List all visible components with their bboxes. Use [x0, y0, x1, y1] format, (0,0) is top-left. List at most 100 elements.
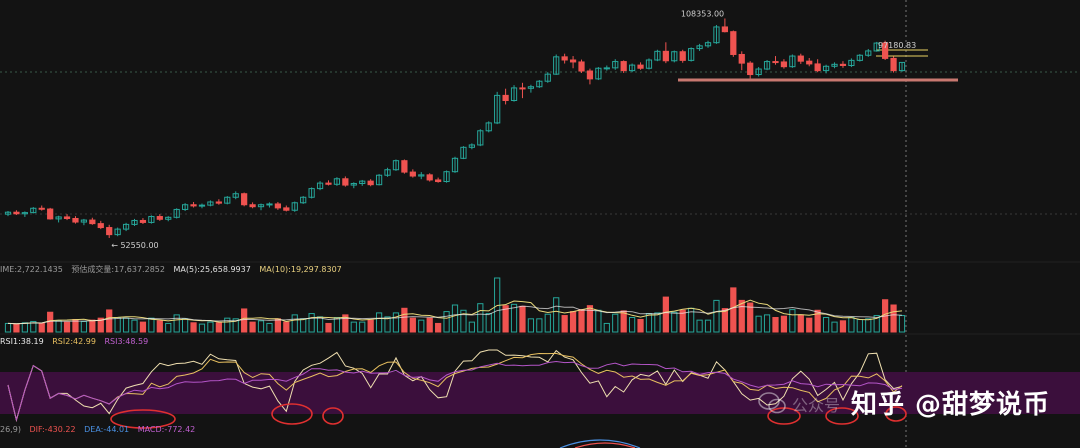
volume-legend: IME:2,722.1435 预估成交量:17,637.2852 MA(5):2… [0, 264, 348, 275]
candle-body [679, 51, 686, 61]
candle-body [814, 63, 821, 72]
volume-bar [713, 299, 720, 333]
volume-bar [822, 317, 830, 333]
candle-body [713, 26, 720, 44]
volume-bar [848, 317, 855, 333]
candle-body [882, 42, 889, 59]
candle-body [898, 61, 906, 72]
volume-bar [704, 319, 712, 333]
candle-body [856, 54, 863, 61]
volume-bar [215, 322, 222, 333]
volume-bar [763, 314, 771, 333]
volume-bar [519, 305, 526, 333]
candle-body [780, 61, 788, 68]
candle-body [241, 193, 248, 206]
volume-bar [418, 319, 425, 333]
volume-bar [190, 322, 197, 333]
volume-bar [333, 317, 341, 333]
volume-bar [696, 319, 703, 333]
candle-body [806, 60, 813, 65]
dea-label: DEA:-44.01 [84, 425, 130, 434]
macd-params: 26,9) [0, 425, 21, 434]
volume-avg: 预估成交量:17,637.2852 [71, 265, 165, 274]
candle-body [418, 174, 425, 177]
candle-body [106, 227, 113, 236]
candle-body [477, 130, 484, 146]
candle-body [283, 207, 290, 211]
volume-bar [207, 321, 214, 333]
volume-bar [375, 312, 383, 333]
candle-body [4, 211, 12, 215]
macd-label: MACD:-772.42 [137, 425, 196, 434]
candle-body [342, 178, 349, 186]
volume-bar [451, 304, 459, 333]
volume-bar [266, 322, 273, 333]
volume-bar [426, 317, 433, 333]
ma10-label: MA(10):19,297.8307 [259, 265, 342, 274]
macd-dif-line [574, 442, 636, 448]
volume-bar [4, 322, 12, 333]
volume-bar [89, 319, 96, 333]
volume-bar [569, 311, 577, 333]
volume-bar [730, 287, 737, 333]
candle-body [198, 204, 206, 207]
candle-body [730, 31, 737, 55]
low-label: ← 52550.00 [111, 241, 158, 250]
volume-bar [63, 321, 71, 333]
volume-bar [510, 303, 518, 333]
volume-bar [586, 305, 594, 333]
candle-body [300, 196, 307, 204]
volume-bar [392, 312, 400, 333]
candle-body [755, 68, 762, 76]
volume-bar [316, 316, 324, 333]
volume-bar [30, 320, 37, 333]
volume-bar [409, 317, 416, 333]
candle-body [494, 94, 501, 124]
volume-bar [241, 308, 248, 333]
candle-body [620, 61, 627, 72]
candle-body [207, 201, 214, 206]
candle-body [308, 188, 315, 198]
candle-body [72, 218, 79, 223]
volume-bar [156, 320, 163, 333]
volume-bar [612, 313, 619, 333]
volume-bar [856, 318, 863, 333]
candle-body [662, 50, 669, 62]
volume-bar [224, 317, 231, 333]
highlight-circle [322, 407, 344, 425]
candle-body [519, 87, 526, 90]
ma10-line [7, 305, 903, 325]
volume-bar [637, 318, 644, 333]
highlight-circle [825, 407, 859, 425]
volume-bar [578, 309, 585, 333]
volume-bar [300, 318, 307, 333]
volume-bar [772, 317, 779, 333]
volume-bar [257, 320, 265, 333]
candle-body [460, 146, 467, 159]
candle-body [13, 211, 20, 215]
highlight-circle [271, 403, 313, 425]
volume-bar [384, 316, 391, 333]
volume-bar [21, 322, 28, 333]
candle-body [704, 42, 712, 47]
candle-body [181, 204, 189, 210]
volume-bar [249, 321, 256, 333]
candle-body [603, 67, 610, 70]
high-label: 108353.00 [681, 9, 724, 18]
volume-bar [477, 303, 484, 333]
candle-body [628, 64, 636, 72]
volume-bar [80, 320, 88, 333]
highlight-circle [885, 406, 907, 422]
volume-bar [13, 323, 20, 333]
candle-body [654, 50, 661, 61]
volume-bar [544, 313, 551, 333]
volume-bar [131, 319, 138, 333]
candle-body [148, 216, 155, 223]
candle-body [122, 223, 130, 230]
candle-body [165, 216, 172, 220]
volume-bar [359, 321, 366, 333]
candle-body [502, 94, 509, 101]
volume-bar [232, 318, 239, 333]
volume-bar [671, 311, 678, 333]
